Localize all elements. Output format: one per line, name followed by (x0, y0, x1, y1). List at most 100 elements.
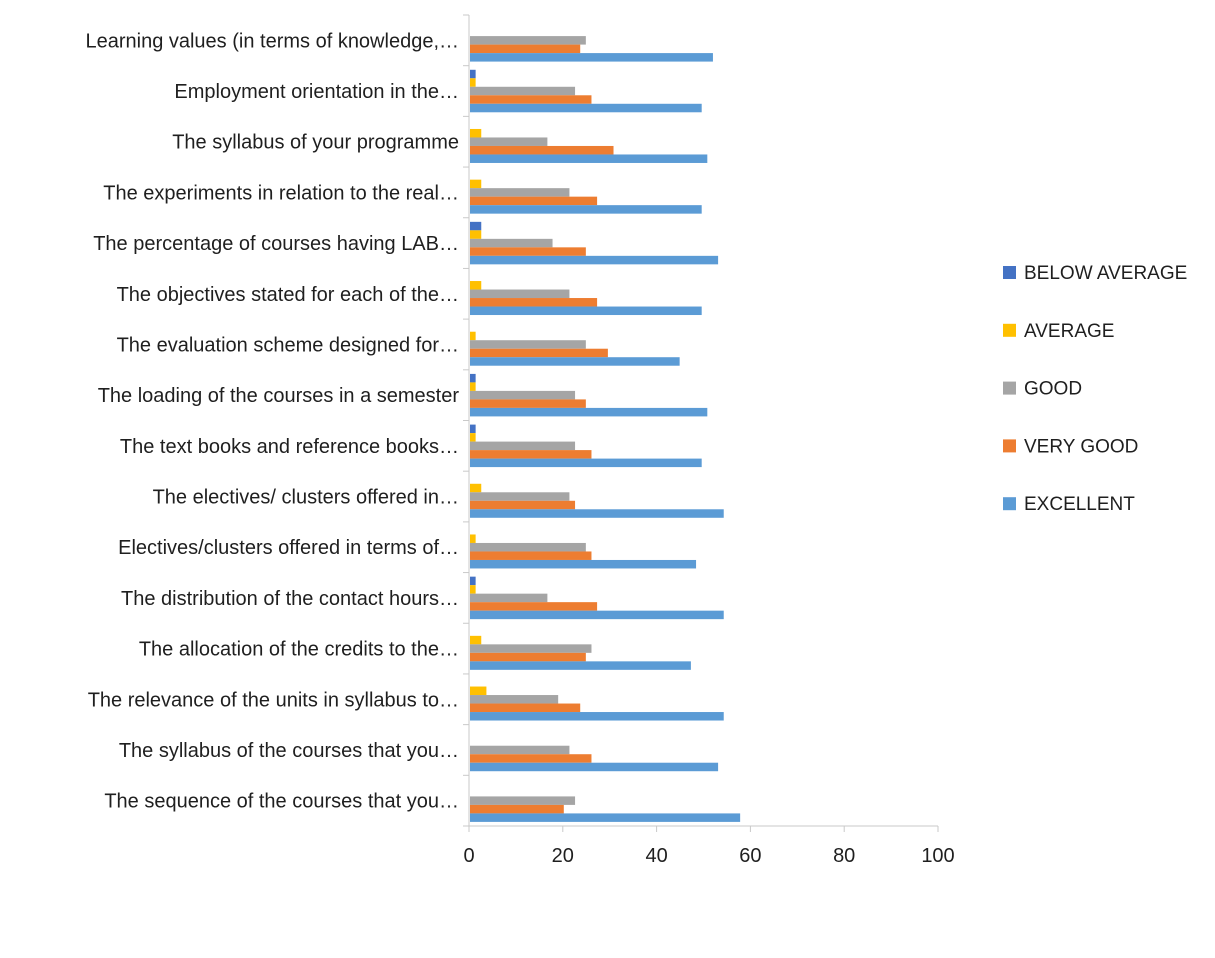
x-tick-label: 60 (739, 845, 761, 867)
legend-swatch (1003, 381, 1016, 395)
bar (470, 585, 476, 594)
category-label: The relevance of the units in syllabus t… (88, 689, 459, 711)
bar (470, 154, 708, 163)
bar (470, 424, 476, 434)
bar (470, 205, 702, 214)
bar (470, 95, 592, 104)
bar (470, 754, 592, 763)
bar (470, 78, 476, 87)
bar (470, 576, 476, 586)
x-tick-label: 0 (463, 845, 474, 867)
bar (470, 602, 598, 611)
bar (470, 804, 564, 814)
x-tick-label: 100 (921, 845, 954, 867)
bar (470, 196, 598, 206)
bar (470, 221, 482, 231)
category-label: Electives/clusters offered in terms of… (118, 537, 459, 559)
bar (470, 500, 576, 510)
x-tick-label: 80 (833, 845, 855, 867)
bar (470, 331, 476, 341)
bar (470, 86, 576, 96)
bar (470, 492, 570, 501)
bar (470, 745, 570, 755)
bar (470, 483, 482, 493)
bar (470, 137, 548, 146)
legend-label: EXCELLENT (1024, 494, 1135, 515)
bar (470, 230, 482, 239)
bar (470, 247, 586, 256)
bar (470, 289, 570, 299)
bars (470, 36, 741, 822)
bar (470, 357, 680, 366)
category-labels: Learning values (in terms of knowledge,…… (85, 30, 459, 812)
legend-label: AVERAGE (1024, 321, 1114, 342)
category-label: The text books and reference books… (120, 436, 459, 458)
bar (470, 441, 576, 451)
bar (470, 534, 476, 543)
bar (470, 661, 691, 670)
bar (470, 373, 476, 383)
bar (470, 813, 741, 822)
bar (470, 348, 608, 358)
bar (470, 179, 482, 189)
legend-swatch (1003, 439, 1016, 453)
legend-label: BELOW AVERAGE (1024, 263, 1187, 284)
category-label: The electives/ clusters offered in… (153, 487, 459, 509)
bar (470, 306, 702, 316)
bar (470, 458, 702, 468)
x-tick-labels: 0 20 40 60 80 100 (463, 845, 954, 867)
bar (470, 69, 476, 79)
bar (470, 652, 586, 662)
bar (470, 695, 559, 704)
category-label: Learning values (in terms of knowledge,… (85, 30, 459, 52)
bar (470, 559, 697, 569)
bar (470, 44, 581, 54)
bar (470, 382, 476, 391)
category-label: The loading of the courses in a semester (98, 385, 460, 407)
category-label: The percentage of courses having LAB… (93, 233, 459, 255)
bar (470, 53, 713, 62)
x-tick-label: 20 (552, 845, 574, 867)
bar (470, 542, 586, 552)
legend-swatch (1003, 323, 1016, 337)
bar (470, 145, 614, 155)
bar (470, 796, 576, 805)
bar (470, 103, 702, 113)
bar (470, 238, 553, 248)
bar (470, 593, 548, 603)
bar (470, 551, 592, 560)
bar (470, 390, 576, 400)
legend-swatch (1003, 266, 1016, 279)
bar (470, 407, 708, 417)
bar (470, 686, 487, 696)
legend-label: GOOD (1024, 379, 1082, 400)
bar (470, 433, 476, 442)
x-tick-label: 40 (645, 845, 667, 867)
bar (470, 762, 719, 772)
bar (470, 298, 598, 307)
bar (470, 644, 592, 653)
bar (470, 610, 724, 620)
bar (470, 128, 482, 138)
category-label: The distribution of the contact hours… (121, 588, 459, 610)
category-label: The syllabus of the courses that you… (119, 740, 459, 762)
legend-label: VERY GOOD (1024, 436, 1138, 457)
bar (470, 188, 570, 197)
axes (463, 14, 939, 832)
bar (470, 509, 724, 518)
bar (470, 703, 581, 713)
category-label: The experiments in relation to the real… (103, 182, 459, 204)
bar (470, 450, 592, 459)
bar (470, 399, 586, 408)
legend: BELOW AVERAGE AVERAGE GOOD VERY GOOD EXCELLE… (1003, 263, 1187, 515)
bar (470, 255, 719, 265)
category-label: The objectives stated for each of the… (117, 284, 459, 306)
bar (470, 281, 482, 290)
bar (470, 712, 724, 721)
category-label: The allocation of the credits to the… (139, 639, 459, 661)
category-label: Employment orientation in the… (174, 81, 459, 103)
category-label: The syllabus of your programme (172, 132, 459, 154)
bar (470, 340, 586, 349)
